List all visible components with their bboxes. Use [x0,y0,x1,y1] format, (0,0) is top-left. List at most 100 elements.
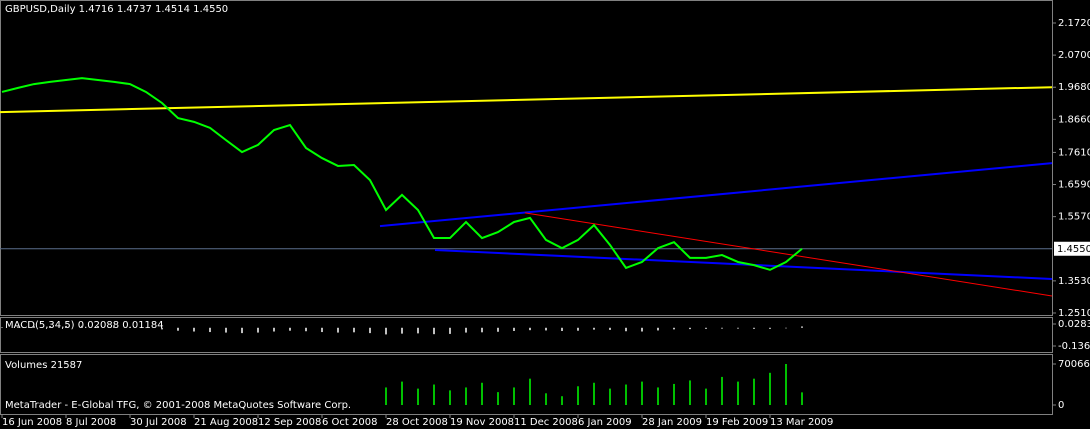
volume-title: Volumes 21587 [5,360,82,371]
y-tick-label: 1.5570 [1058,212,1090,223]
volume-bar [465,387,467,405]
macd-bar [769,327,771,329]
x-tick-label: 12 Sep 2008 [258,417,321,428]
macd-bar [385,327,387,335]
macd-bar [689,327,691,330]
x-tick-label: 28 Oct 2008 [386,417,448,428]
macd-bar [369,327,371,334]
volume-bar [753,378,755,405]
y-tick-label: 1.6590 [1058,180,1090,191]
x-tick-label: 28 Jan 2009 [642,417,702,428]
macd-bar [17,326,19,328]
volume-bar [689,380,691,405]
macd-bar [193,327,195,332]
x-tick-label: 6 Jan 2009 [578,417,632,428]
volume-bar [385,387,387,405]
y-tick-label: 1.9680 [1058,82,1090,93]
volume-bar [721,376,723,405]
current-price-box [1054,241,1090,256]
macd-bar [401,327,403,334]
volume-bar [705,388,707,405]
y-tick-label: 2.1720 [1058,18,1090,29]
macd-bar [113,326,115,328]
volume-bar [577,386,579,405]
volume-bar [657,387,659,405]
current-price-label: 1.4550 [1057,244,1090,255]
macd-bar [417,327,419,334]
volume-bar [801,392,803,405]
macd-bar [209,327,211,333]
volume-bar [449,390,451,405]
macd-bar [353,327,355,333]
macd-bar [705,327,707,329]
macd-bar [737,327,739,329]
macd-bar [97,326,99,328]
x-tick-label: 16 Jun 2008 [2,417,62,428]
y-tick-label: -0.13687 [1058,341,1090,352]
macd-bar [289,327,291,331]
macd-bar [561,327,563,331]
macd-bar [753,327,755,329]
volume-bar [481,382,483,405]
macd-bar [65,325,67,328]
macd-bar [513,327,515,331]
macd-bar [49,326,51,328]
x-tick-label: 13 Mar 2009 [770,417,833,428]
volume-panel [0,354,1053,415]
volume-bar [641,381,643,405]
macd-bar [609,327,611,330]
macd-bar [481,327,483,333]
volume-bar [785,363,787,405]
volume-bar [737,381,739,405]
y-tick-label: 1.8660 [1058,114,1090,125]
macd-bar [529,327,531,331]
macd-bar [81,325,83,328]
macd-bar [641,327,643,332]
macd-bar [321,327,323,333]
y-tick-label: 0 [1058,400,1064,411]
macd-bar [449,327,451,334]
volume-bar [593,382,595,405]
x-tick-label: 19 Feb 2009 [706,417,768,428]
macd-bar [161,327,163,330]
macd-bar [785,327,787,329]
volume-bar [497,392,499,405]
copyright: MetaTrader - E-Global TFG, © 2001-2008 M… [5,400,351,411]
macd-bar [257,327,259,333]
macd-bar [337,327,339,333]
macd-bar [465,327,467,333]
macd-bar [177,327,179,331]
macd-bar [577,327,579,331]
x-tick-label: 8 Jul 2008 [66,417,116,428]
volume-bar [625,384,627,405]
macd-bar [545,327,547,331]
macd-bar [241,327,243,334]
macd-bar [33,326,35,328]
volume-bar [545,393,547,405]
y-tick-label: 1.2510 [1058,308,1090,319]
macd-bar [657,327,659,331]
macd-bar [673,327,675,330]
macd-title: MACD(5,34,5) 0.02088 0.01184 [5,320,164,331]
macd-panel [0,317,1053,353]
y-tick-label: 2.0700 [1058,50,1090,61]
y-tick-label: 70066 [1058,359,1090,370]
macd-bar [497,327,499,332]
volume-bar [609,388,611,405]
trend-line [524,212,1053,297]
trend-line [434,249,1053,280]
macd-bar [273,327,275,332]
volume-bar [769,372,771,405]
volume-bar [513,387,515,405]
y-tick-label: 1.7610 [1058,147,1090,158]
trend-line [0,86,1053,114]
x-tick-label: 11 Dec 2008 [514,417,578,428]
price-line [1,77,803,271]
price-panel [0,0,1053,316]
x-tick-label: 19 Nov 2008 [450,417,514,428]
macd-bar [593,327,595,330]
x-tick-label: 30 Jul 2008 [130,417,187,428]
x-tick-label: 21 Aug 2008 [194,417,258,428]
